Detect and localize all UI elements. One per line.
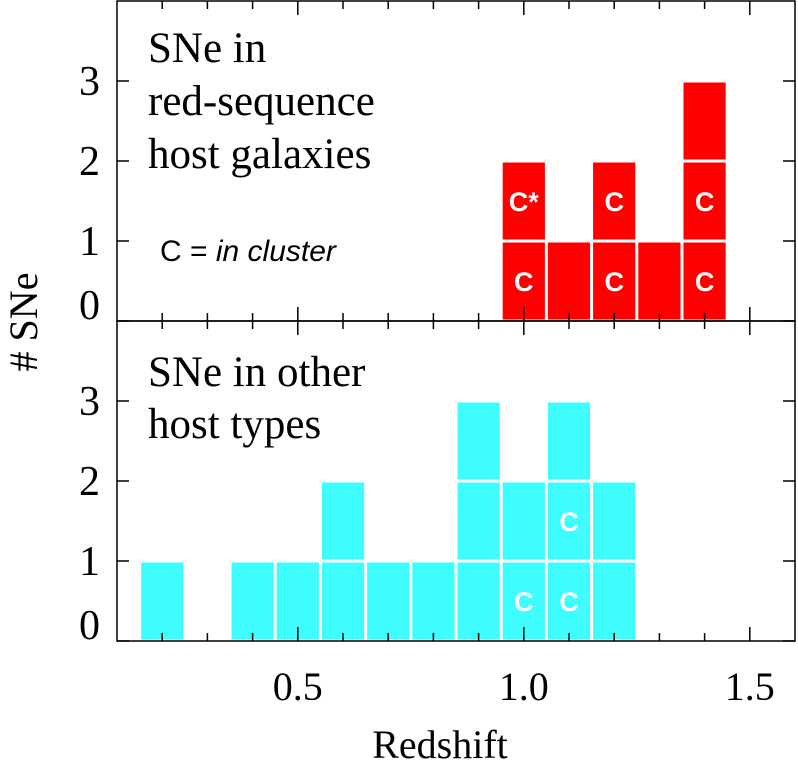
- bottom-panel-label-line-1: SNe in other: [148, 349, 365, 396]
- other-hosts-bar-6-block-1: [457, 482, 500, 560]
- red-sequence-bar-0-block-1: [502, 162, 545, 240]
- top-panel-label-line-1: SNe in: [148, 25, 266, 72]
- ticks-layer: 0 1 2 3 0 1 2 3 0.5 1.0 1.5: [79, 1, 795, 709]
- y-tick-label-1-3: 3: [79, 379, 100, 425]
- other-hosts-bar-3-block-1: [321, 482, 365, 560]
- red-sequence-bar-4-block-1: [683, 162, 726, 240]
- other-hosts-bar-9-block-1: [593, 482, 636, 560]
- other-hosts-bar-8-block-2: [547, 402, 591, 480]
- y-tick-label-0-3: 3: [79, 59, 100, 105]
- top-panel-label-line-3: host galaxies: [148, 131, 371, 178]
- x-tick-label-2: 1.5: [725, 664, 775, 709]
- red-sequence-bar-2-block-1: [593, 162, 636, 240]
- red-sequence-bar-2-block-0: [593, 242, 636, 320]
- y-tick-label-1-2: 2: [79, 459, 100, 505]
- red-sequence-cluster-mark-4-1: C: [695, 187, 715, 217]
- other-hosts-bar-7-block-0: [502, 562, 545, 640]
- other-hosts-bar-8-block-1: [547, 482, 591, 560]
- other-hosts-bar-0-block-0: [141, 562, 184, 640]
- other-hosts-bar-5-block-0: [412, 562, 455, 640]
- y-tick-label-1-0: 0: [79, 603, 100, 649]
- y-tick-label-0-2: 2: [79, 139, 100, 185]
- other-hosts-cluster-mark-7-0: C: [514, 587, 534, 617]
- bottom-panel-label-line-2: host types: [148, 401, 321, 448]
- x-tick-label-1: 1.0: [499, 664, 549, 709]
- y-tick-label-0-0: 0: [79, 283, 100, 329]
- red-sequence-bar-4-block-2: [683, 82, 726, 160]
- red-sequence-cluster-mark-2-0: C: [604, 267, 624, 297]
- y-axis-title: # SNe: [1, 273, 46, 372]
- x-axis-title: Redshift: [372, 722, 508, 767]
- other-hosts-bar-1-block-0: [231, 562, 274, 640]
- other-hosts-bar-2-block-0: [276, 562, 319, 640]
- red-sequence-cluster-mark-0-0: C: [514, 267, 534, 297]
- red-sequence-bar-0-block-0: [502, 242, 545, 320]
- other-hosts-bar-4-block-0: [367, 562, 410, 640]
- other-hosts-bar-6-block-0: [457, 562, 500, 640]
- other-hosts-cluster-mark-8-0: C: [559, 587, 579, 617]
- other-hosts-bar-6-block-2: [457, 402, 500, 480]
- cluster-legend-prefix: C =: [160, 235, 216, 268]
- red-sequence-bar-4-block-0: [683, 242, 726, 320]
- other-hosts-bar-9-block-0: [593, 562, 636, 640]
- red-sequence-cluster-mark-4-0: C: [695, 267, 715, 297]
- other-hosts-bar-8-block-0: [547, 562, 591, 640]
- red-sequence-cluster-mark-2-1: C: [604, 187, 624, 217]
- cluster-legend-italic: in cluster: [216, 235, 337, 268]
- top-panel-label-line-2: red-sequence: [148, 78, 375, 125]
- other-hosts-bar-3-block-0: [321, 562, 365, 640]
- other-hosts-cluster-mark-8-1: C: [559, 507, 579, 537]
- red-sequence-bar-1-block-0: [547, 242, 591, 320]
- y-tick-label-0-1: 1: [79, 219, 100, 265]
- cluster-legend-note: C = in cluster: [160, 235, 337, 268]
- other-hosts-bar-7-block-1: [502, 482, 545, 560]
- red-sequence-bar-3-block-0: [638, 242, 681, 320]
- red-sequence-cluster-mark-0-1: C*: [509, 187, 539, 217]
- y-tick-label-1-1: 1: [79, 539, 100, 585]
- x-tick-label-0: 0.5: [273, 664, 323, 709]
